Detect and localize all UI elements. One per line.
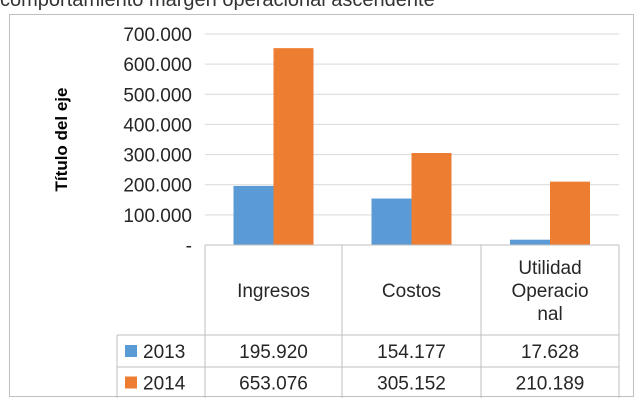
- legend-swatch-2014: [125, 376, 137, 389]
- y-tick-label: 500.000: [123, 85, 192, 106]
- table-cell: 17.628: [521, 342, 579, 363]
- table-cell: 195.920: [239, 342, 308, 363]
- bars: [233, 48, 590, 246]
- page-caption: comportamiento margen operacional ascend…: [0, 0, 435, 11]
- table-cell: 210.189: [516, 374, 585, 395]
- y-tick-label: 600.000: [123, 55, 192, 76]
- bar-2014-0: [273, 48, 314, 246]
- y-axis-ticks: - 100.000 200.000 300.000 400.000 500.000 600.…: [123, 25, 192, 257]
- bar-2014-1: [411, 153, 452, 245]
- bar-2013-1: [371, 198, 412, 245]
- y-tick-label: 700.000: [123, 25, 192, 46]
- legend-label: 2014: [143, 374, 186, 395]
- bar-2013-2: [510, 239, 550, 245]
- table-cell: 154.177: [377, 342, 446, 363]
- chart-frame: [9, 14, 634, 397]
- table-cell: 653.076: [239, 374, 308, 395]
- bar-2014-2: [550, 181, 590, 245]
- category-label: Costos: [382, 281, 441, 302]
- y-tick-label: -: [186, 236, 192, 257]
- table-cell: 305.152: [377, 374, 446, 395]
- bar-2013-0: [233, 185, 274, 245]
- category-label: Operacio: [511, 281, 588, 302]
- category-label: nal: [537, 304, 562, 325]
- y-tick-label: 300.000: [123, 146, 192, 167]
- category-label: Ingresos: [237, 281, 310, 302]
- category-label: Utilidad: [518, 258, 581, 279]
- legend-label: 2013: [143, 342, 185, 363]
- legend-swatch-2013: [125, 345, 137, 357]
- y-tick-label: 100.000: [123, 206, 192, 227]
- y-tick-label: 400.000: [123, 115, 192, 136]
- y-axis-title: Título del eje: [52, 88, 71, 192]
- y-tick-label: 200.000: [123, 176, 192, 197]
